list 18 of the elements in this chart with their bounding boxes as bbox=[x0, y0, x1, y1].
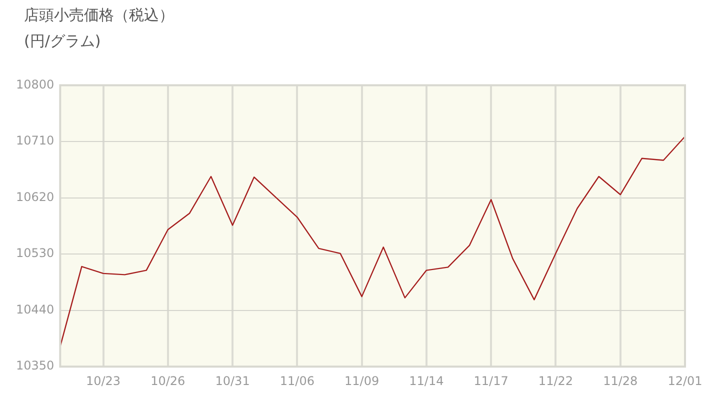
y-tick-label: 10620 bbox=[16, 190, 54, 204]
x-tick-label: 11/28 bbox=[603, 374, 638, 388]
x-tick-label: 11/06 bbox=[280, 374, 314, 388]
chart-title: 店頭小売価格（税込） bbox=[24, 6, 174, 25]
chart-subtitle: (円/グラム) bbox=[24, 32, 101, 51]
y-tick-label: 10350 bbox=[16, 358, 54, 373]
x-tick-label: 11/14 bbox=[409, 374, 444, 388]
x-tick-label: 11/09 bbox=[344, 374, 380, 388]
x-tick-label: 10/31 bbox=[215, 374, 250, 388]
x-tick-label: 10/23 bbox=[86, 374, 121, 388]
y-tick-label: 10710 bbox=[16, 134, 54, 148]
x-tick-label: 10/26 bbox=[150, 374, 186, 388]
x-tick-label: 12/01 bbox=[668, 374, 702, 388]
y-tick-label: 10440 bbox=[16, 302, 54, 316]
x-tick-label: 11/17 bbox=[474, 374, 508, 388]
x-tick-label: 11/22 bbox=[538, 374, 574, 388]
y-tick-label: 10800 bbox=[16, 77, 54, 92]
y-tick-label: 10530 bbox=[16, 246, 54, 260]
